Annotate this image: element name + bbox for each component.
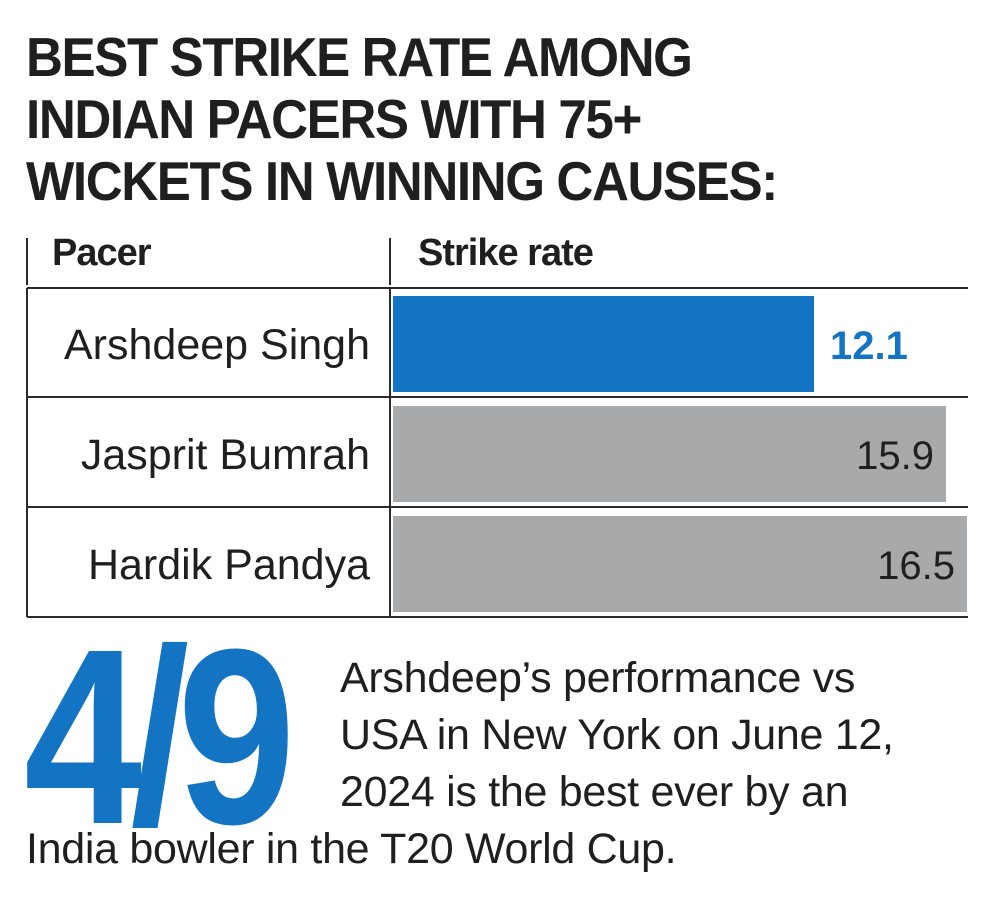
callout-line-1: Arshdeep’s performance vs [340, 654, 856, 702]
callout-line-2: USA in New York on June 12, [340, 711, 894, 759]
callout-stat: 4/9 [24, 597, 296, 876]
column-header-pacer: Pacer [52, 232, 152, 274]
value-label: 16.5 [877, 544, 955, 588]
value-label: 12.1 [830, 324, 908, 368]
chart-marks: Arshdeep Singh 12.1 Jasprit Bumrah 15.9 Hard… [64, 296, 967, 612]
table-grid [26, 238, 968, 618]
category-label: Hardik Pandya [88, 541, 370, 589]
callout-line-3: 2024 is the best ever by an [340, 768, 849, 816]
callout-line-4: India bowler in the T20 World Cup. [26, 825, 677, 873]
chart-title: BEST STRIKE RATE AMONG INDIAN PACERS WIT… [26, 26, 919, 212]
bar-arshdeep-singh [393, 296, 814, 392]
column-header-strike-rate: Strike rate [418, 232, 594, 274]
bar-hardik-pandya [393, 516, 967, 612]
title-line-1: BEST STRIKE RATE AMONG [26, 26, 693, 88]
strike-rate-bar-chart: Arshdeep Singh 12.1 Jasprit Bumrah 15.9 Hard… [26, 238, 968, 618]
category-label: Arshdeep Singh [64, 321, 370, 369]
category-label: Jasprit Bumrah [81, 431, 370, 479]
title-line-3: WICKETS IN WINNING CAUSES: [26, 150, 778, 212]
title-line-2: INDIAN PACERS WITH 75+ [26, 88, 642, 150]
bar-jasprit-bumrah [393, 406, 946, 502]
value-label: 15.9 [856, 434, 934, 478]
